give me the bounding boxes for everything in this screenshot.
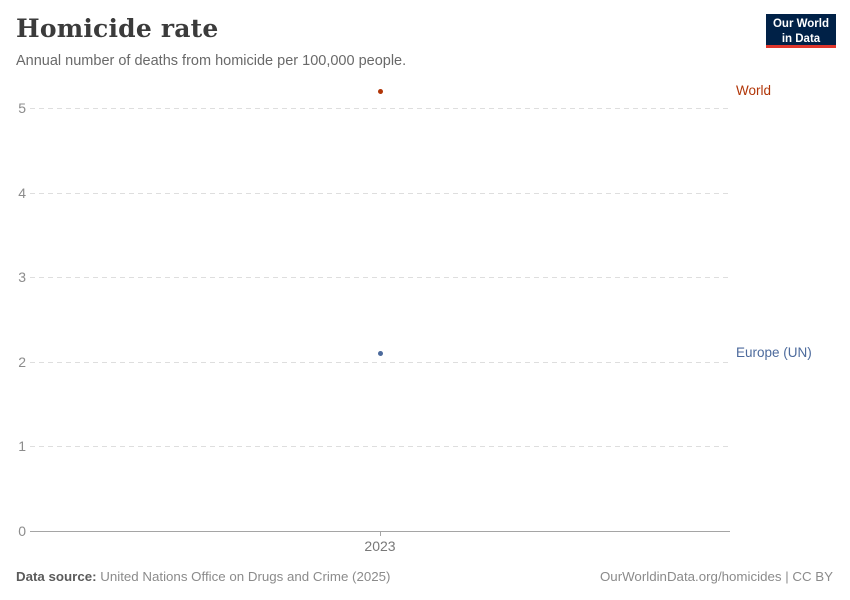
x-axis-tick-label: 2023 bbox=[364, 538, 396, 554]
page-title: Homicide rate bbox=[16, 14, 219, 43]
gridline bbox=[30, 361, 730, 363]
series-label-world[interactable]: World bbox=[736, 83, 772, 99]
gridline bbox=[30, 192, 730, 194]
attribution-link[interactable]: OurWorldinData.org/homicides | CC BY bbox=[599, 569, 833, 584]
x-axis-tick bbox=[380, 531, 381, 536]
owid-logo-line2: in Data bbox=[781, 32, 821, 45]
data-source-note: Data source: United Nations Office on Dr… bbox=[16, 569, 390, 584]
owid-logo[interactable]: Our World in Data bbox=[766, 14, 836, 48]
data-point-europe-un[interactable] bbox=[377, 350, 383, 356]
data-source-label: Data source: bbox=[16, 569, 97, 584]
y-axis-tick-label: 3 bbox=[18, 269, 26, 286]
y-axis-tick-label: 2 bbox=[18, 353, 26, 370]
series-label-europe-un[interactable]: Europe (UN) bbox=[736, 345, 812, 361]
data-point-world[interactable] bbox=[377, 88, 383, 94]
gridline bbox=[30, 108, 730, 109]
y-axis-tick-label: 1 bbox=[18, 438, 26, 455]
gridline bbox=[30, 277, 730, 279]
page-subtitle: Annual number of deaths from homicide pe… bbox=[16, 53, 407, 69]
owid-logo-line1: Our World bbox=[772, 18, 829, 30]
y-axis-tick-label: 0 bbox=[18, 523, 26, 539]
y-axis-tick-label: 5 bbox=[18, 100, 26, 116]
y-axis-tick-label: 4 bbox=[18, 184, 26, 201]
gridline bbox=[30, 446, 730, 448]
data-source-value: United Nations Office on Drugs and Crime… bbox=[100, 569, 391, 584]
chart-footer: Data source: United Nations Office on Dr… bbox=[16, 569, 833, 584]
